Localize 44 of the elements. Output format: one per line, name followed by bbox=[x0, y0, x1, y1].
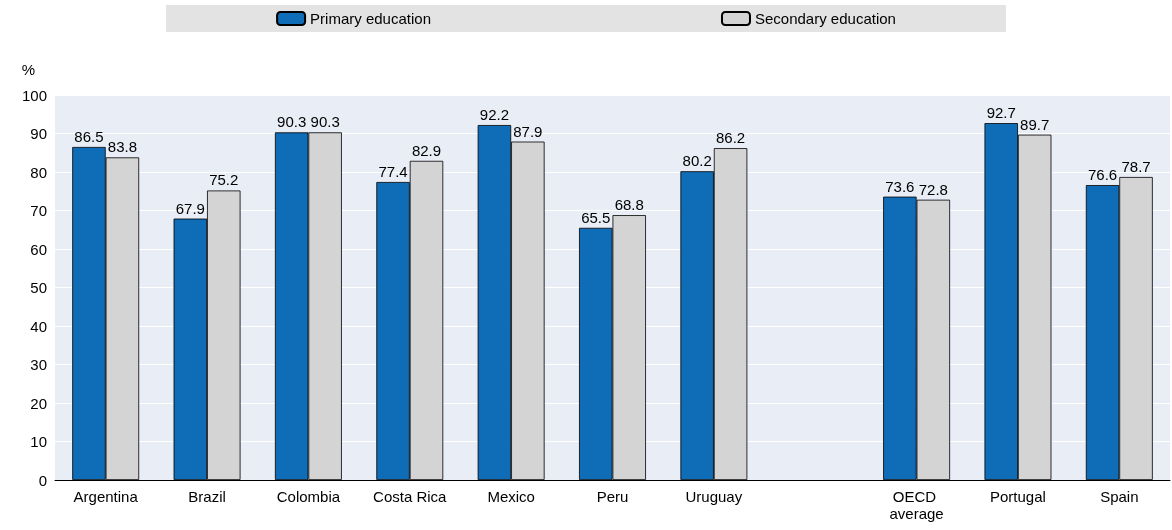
x-tick-label: Costa Rica bbox=[373, 488, 448, 505]
data-label: 68.8 bbox=[614, 196, 644, 214]
data-label: 75.2 bbox=[209, 171, 239, 189]
data-label: 90.3 bbox=[277, 113, 307, 131]
y-tick-label: 30 bbox=[30, 356, 47, 373]
y-tick-label: 40 bbox=[30, 317, 47, 335]
data-label: 89.7 bbox=[1020, 115, 1050, 133]
data-label: 87.9 bbox=[513, 122, 543, 140]
y-tick-label: 10 bbox=[30, 433, 47, 450]
data-label: 92.7 bbox=[986, 104, 1016, 122]
x-tick-label: Spain bbox=[1100, 488, 1139, 505]
data-label: 86.5 bbox=[74, 127, 104, 145]
y-tick-label: 50 bbox=[30, 279, 47, 296]
x-tick-label: Mexico bbox=[487, 488, 535, 505]
legend-label: Secondary education bbox=[754, 10, 896, 27]
data-label: 73.6 bbox=[885, 177, 915, 195]
legend-label: Primary education bbox=[310, 10, 431, 27]
y-tick-label: 20 bbox=[30, 394, 47, 412]
data-label: 67.9 bbox=[175, 199, 205, 217]
x-tick-label: OECD average bbox=[889, 488, 944, 522]
x-tick-label: Uruguay bbox=[685, 488, 743, 505]
data-label: 76.6 bbox=[1087, 166, 1118, 184]
data-label: 77.4 bbox=[378, 163, 408, 181]
y-tick-label: 100 bbox=[21, 86, 47, 104]
x-tick-label: Colombia bbox=[276, 488, 341, 505]
data-label: 83.8 bbox=[107, 138, 138, 156]
y-tick-label: 0 bbox=[38, 471, 47, 489]
x-tick-label: Portugal bbox=[990, 488, 1046, 505]
data-label: 86.2 bbox=[715, 129, 746, 147]
y-axis-title: % bbox=[21, 61, 35, 78]
data-label: 92.2 bbox=[479, 106, 510, 124]
data-label: 90.3 bbox=[310, 113, 340, 131]
data-label: 82.9 bbox=[411, 141, 442, 159]
x-tick-label: Brazil bbox=[188, 488, 226, 505]
x-tick-label: Peru bbox=[596, 488, 629, 505]
y-tick-label: 60 bbox=[30, 240, 47, 258]
data-label: 72.8 bbox=[918, 180, 948, 198]
data-label: 65.5 bbox=[581, 208, 611, 226]
y-tick-label: 70 bbox=[30, 202, 47, 219]
data-label: 80.2 bbox=[682, 152, 712, 170]
y-tick-label: 90 bbox=[30, 125, 47, 142]
y-tick-label: 80 bbox=[30, 163, 47, 181]
x-tick-label: Argentina bbox=[73, 488, 139, 505]
data-label: 78.7 bbox=[1121, 158, 1151, 176]
